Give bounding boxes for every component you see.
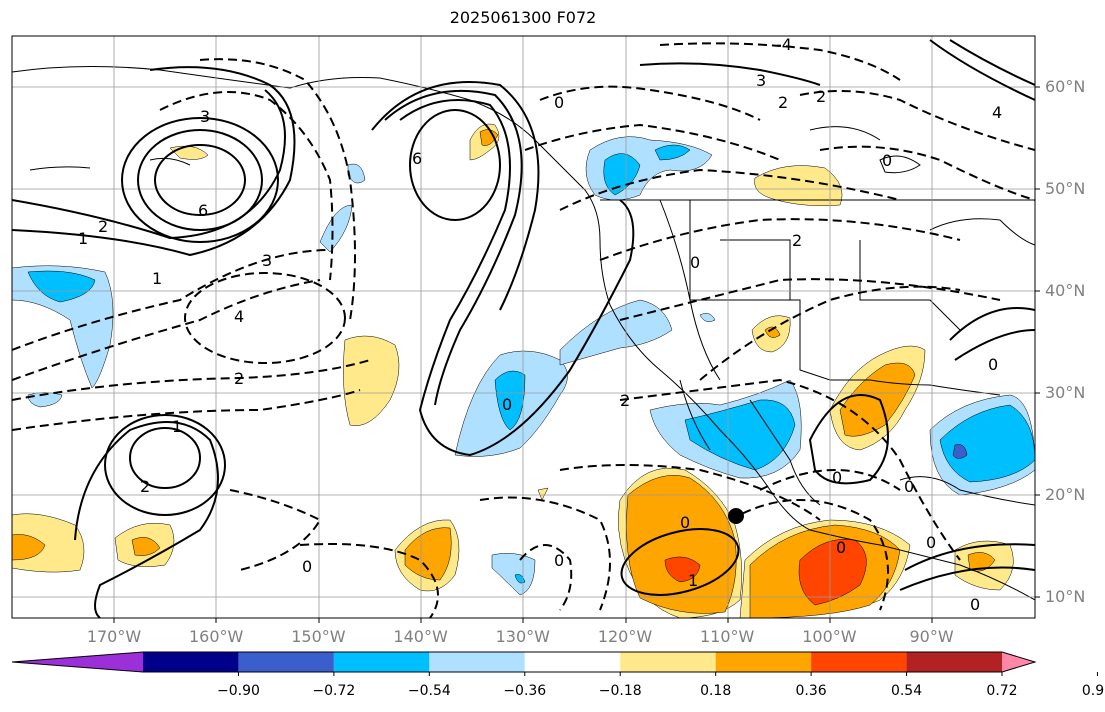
colorbar-tick-label: 0.72: [986, 683, 1018, 699]
map-title: 2025061300 F072: [449, 8, 597, 27]
contour-label: 1: [172, 417, 182, 436]
contour-label: 6: [198, 201, 208, 220]
contour-label: 1: [78, 229, 88, 248]
lat-label: 10°N: [1045, 587, 1086, 606]
lon-label: 150°W: [291, 627, 346, 646]
colorbar-tick-label: −0.36: [503, 683, 547, 699]
contour-label: 4: [234, 307, 244, 326]
contour-label: 2: [234, 369, 244, 388]
colorbar-tick-label: −0.18: [598, 683, 642, 699]
colorbar-tick-label: −0.90: [216, 683, 260, 699]
colorbar-segment: [429, 652, 525, 672]
lat-label: 20°N: [1045, 485, 1086, 504]
contour-label: 3: [262, 251, 272, 270]
colorbar-tick-label: 0.54: [890, 683, 923, 699]
colorbar-segment: [524, 652, 621, 672]
contour-label: 0: [926, 533, 936, 552]
contour-label: 1: [152, 269, 162, 288]
contour-label: 0: [882, 151, 892, 170]
contour-labels: 6 6 1 2 3 1 2 0 3 4 2 1 0 0 1 0 0 0 0 0 …: [78, 35, 1002, 614]
colorbar-segment: [715, 652, 812, 672]
colorbar-extend-min: [12, 652, 143, 672]
colorbar-extend-max: [1002, 652, 1035, 672]
contour-label: 0: [970, 595, 980, 614]
colorbar: [11, 651, 1098, 676]
lat-label: 30°N: [1045, 383, 1086, 402]
contour-label: 2: [140, 477, 150, 496]
colorbar-segment: [620, 652, 716, 672]
contour-label: 0: [988, 355, 998, 374]
contour-label: 0: [554, 551, 564, 570]
contour-label: 2: [778, 93, 788, 112]
colorbar-tick-label: 0.90: [1081, 683, 1105, 699]
dashed-contours: [12, 42, 1035, 618]
tick-marks: [113, 86, 1040, 623]
location-marker: [728, 508, 744, 524]
map-background: [12, 36, 1035, 618]
contour-label: 6: [412, 149, 422, 168]
colorbar-segment: [811, 652, 907, 672]
contour-label: 0: [302, 557, 312, 576]
contour-label: 2: [816, 87, 826, 106]
shading-layer: [12, 123, 1035, 618]
contour-label: 2: [620, 391, 630, 410]
contour-label: 2: [98, 217, 108, 236]
lon-label: 160°W: [189, 627, 244, 646]
lon-label: 110°W: [700, 627, 755, 646]
lat-label: 40°N: [1045, 281, 1086, 300]
colorbar-tick-label: 0.18: [700, 683, 732, 699]
contour-label: 1: [688, 571, 698, 590]
lat-label: 60°N: [1045, 77, 1086, 96]
lon-label: 170°W: [86, 627, 142, 646]
colorbar-tick-label: −0.54: [407, 683, 451, 699]
contour-label: 0: [690, 253, 700, 272]
contour-label: 2: [792, 231, 802, 250]
colorbar-outline: [11, 651, 1037, 673]
contour-label: 0: [836, 538, 846, 557]
contour-label: -4: [776, 35, 792, 54]
lon-label: 100°W: [802, 627, 857, 646]
lon-label: 140°W: [393, 627, 448, 646]
lon-label: 90°W: [909, 627, 954, 646]
lon-label: 120°W: [597, 627, 653, 646]
contour-label: 3: [200, 107, 210, 126]
contour-label: 0: [502, 395, 512, 414]
graticule: [12, 36, 1035, 618]
colorbar-segment: [238, 652, 334, 672]
contour-label: 0: [554, 93, 564, 112]
contour-label: 3: [756, 71, 766, 90]
colorbar-segment: [143, 652, 239, 672]
colorbar-tick-label: −0.72: [312, 683, 356, 699]
lat-label: 50°N: [1045, 179, 1086, 198]
lon-label: 130°W: [495, 627, 550, 646]
colorbar-tick-label: 0.36: [795, 683, 827, 699]
colorbar-segment: [333, 652, 430, 672]
contour-label: 0: [904, 477, 914, 496]
solid-contours: [12, 39, 1035, 618]
colorbar-segment: [906, 652, 1002, 672]
contour-label: 0: [832, 468, 842, 487]
coastlines: [12, 65, 1035, 601]
contour-label: 0: [680, 513, 690, 532]
contour-label: 4: [992, 103, 1002, 122]
